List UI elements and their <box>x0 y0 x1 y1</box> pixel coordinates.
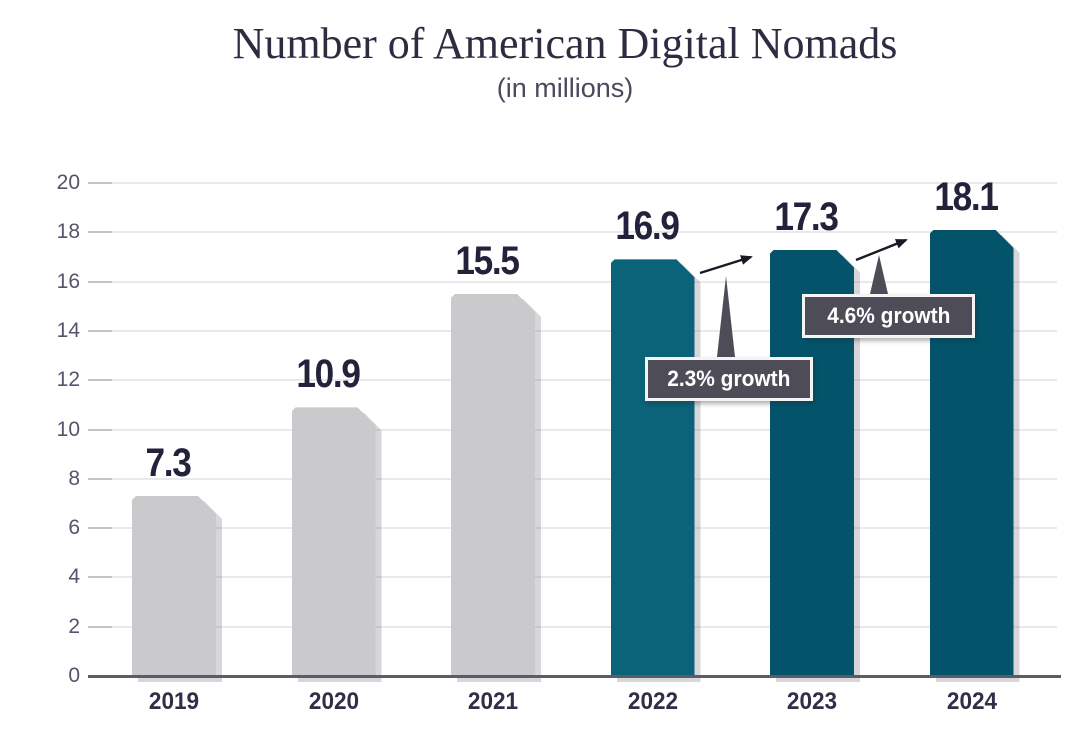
bar-2021 <box>451 294 535 677</box>
chart-title: Number of American Digital Nomads <box>232 19 898 68</box>
y-axis-tick <box>88 428 112 431</box>
bar-fill <box>292 407 376 677</box>
gridline <box>88 527 1057 530</box>
y-axis-tick-label: 8 <box>68 466 80 490</box>
gridline <box>88 576 1057 579</box>
gridline <box>88 280 1057 283</box>
gridline <box>88 182 1057 184</box>
x-axis-category-label: 2022 <box>627 688 678 715</box>
y-axis-tick <box>88 231 112 234</box>
y-axis-tick <box>88 527 112 530</box>
y-axis-tick-label: 14 <box>56 318 80 342</box>
chart-subtitle: (in millions) <box>496 73 634 103</box>
bar-2022 <box>611 259 695 677</box>
y-axis-tick <box>88 329 112 332</box>
bar-2019 <box>132 496 216 677</box>
growth-callout-label: 4.6% growth <box>826 303 951 328</box>
y-axis-tick-label: 20 <box>56 171 80 194</box>
y-axis-tick-label: 12 <box>56 368 80 392</box>
growth-callout-label: 2.3% growth <box>667 366 791 391</box>
y-axis-tick <box>88 625 112 628</box>
growth-arrow-icon <box>855 238 908 262</box>
bar-fill <box>132 496 216 677</box>
x-axis-category-label: 2020 <box>308 688 359 715</box>
bar-value-label: 10.9 <box>295 352 361 397</box>
bar-2020 <box>292 407 376 677</box>
bar-fill <box>611 259 695 677</box>
x-axis-line <box>88 675 1061 678</box>
chart-header: Number of American Digital Nomads (in mi… <box>0 0 1080 102</box>
y-axis-tick-label: 4 <box>68 565 80 589</box>
bar-fill <box>451 294 535 677</box>
gridline <box>88 428 1057 431</box>
callout-pointer-spike <box>717 276 735 357</box>
gridline <box>88 625 1057 628</box>
growth-arrow-icon <box>699 255 753 275</box>
y-axis-tick <box>88 182 112 184</box>
y-axis-tick-label: 18 <box>56 220 80 244</box>
y-axis-tick-label: 6 <box>68 516 80 540</box>
bar-value-label: 17.3 <box>774 194 839 239</box>
bar-value-label: 16.9 <box>614 204 680 249</box>
x-axis-category-label: 2019 <box>148 688 200 715</box>
y-axis-tick-label: 0 <box>68 664 80 687</box>
bar-value-label: 7.3 <box>145 441 192 486</box>
y-axis-tick <box>88 576 112 579</box>
growth-callout: 4.6% growth <box>802 294 975 338</box>
bar-value-label: 18.1 <box>933 174 999 219</box>
callout-pointer-spike <box>870 255 888 294</box>
y-axis-tick <box>88 379 112 382</box>
gridline <box>88 477 1057 480</box>
y-axis-tick <box>88 477 112 480</box>
y-axis-tick-label: 2 <box>68 614 80 638</box>
x-axis-category-label: 2021 <box>467 688 519 715</box>
gridline <box>88 379 1057 382</box>
gridline <box>88 329 1057 332</box>
y-axis-tick-label: 10 <box>56 417 80 441</box>
gridline <box>88 231 1057 234</box>
growth-callout: 2.3% growth <box>645 357 813 401</box>
x-axis-category-label: 2024 <box>946 688 997 715</box>
bar-value-label: 15.5 <box>455 238 520 283</box>
x-axis-category-label: 2023 <box>786 688 838 715</box>
y-axis-tick <box>88 280 112 283</box>
y-axis-tick-label: 16 <box>56 269 80 293</box>
